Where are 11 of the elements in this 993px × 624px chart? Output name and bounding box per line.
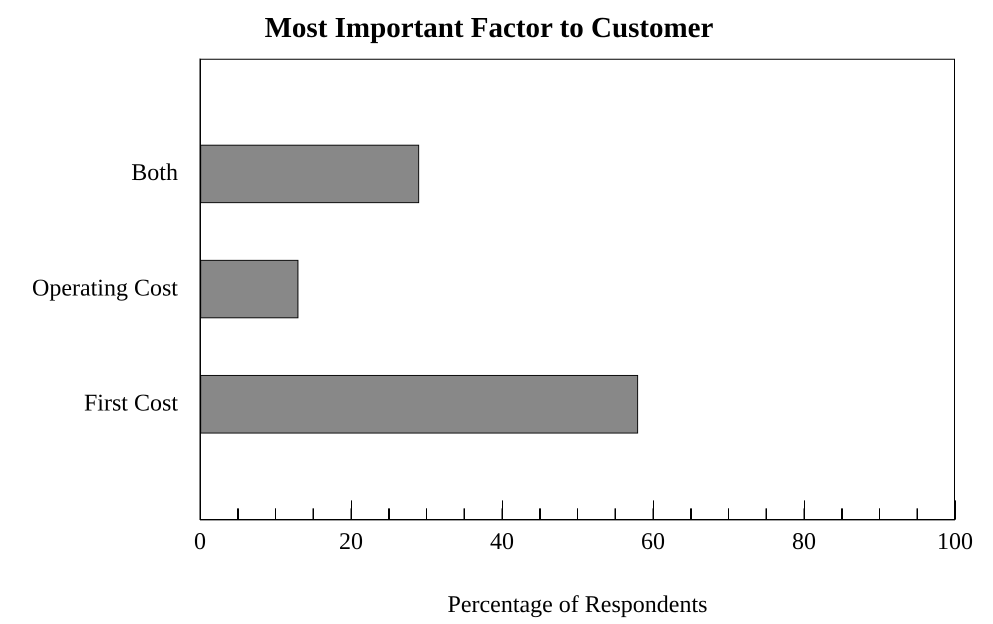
x-tick-label: 40 (490, 529, 514, 556)
y-tick-label: First Cost (84, 390, 178, 417)
x-tick-label: 100 (937, 529, 973, 556)
y-tick-label: Both (131, 160, 178, 186)
x-tick-label: 60 (640, 529, 665, 556)
chart-title: Most Important Factor to Customer (264, 12, 714, 44)
x-tick-label: 80 (792, 529, 816, 556)
x-tick-label: 20 (338, 529, 363, 556)
y-tick-label: Operating Cost (32, 275, 178, 302)
x-axis-title: Percentage of Respondents (448, 592, 708, 618)
x-tick-label: 0 (194, 529, 206, 556)
